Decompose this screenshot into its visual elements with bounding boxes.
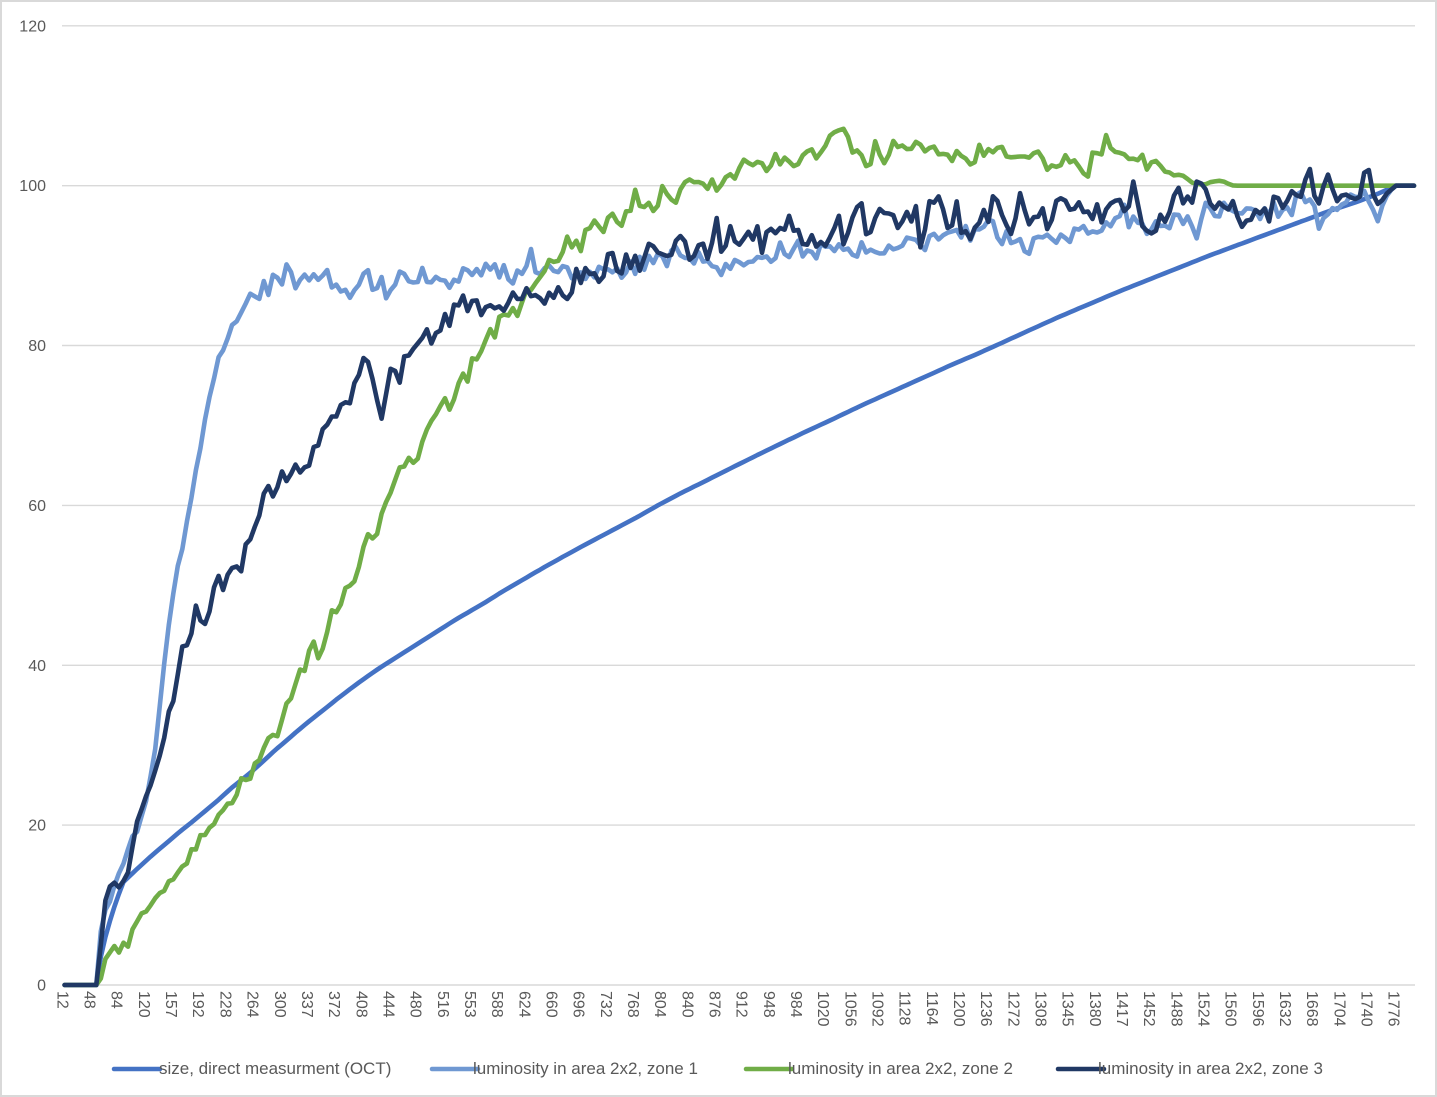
svg-text:12: 12 bbox=[53, 991, 70, 1009]
svg-text:84: 84 bbox=[108, 991, 125, 1009]
svg-text:1092: 1092 bbox=[869, 991, 886, 1027]
svg-text:luminosity in area 2x2, zone 3: luminosity in area 2x2, zone 3 bbox=[1098, 1059, 1323, 1078]
svg-text:1308: 1308 bbox=[1032, 991, 1049, 1027]
svg-text:337: 337 bbox=[298, 991, 315, 1018]
svg-text:372: 372 bbox=[325, 991, 342, 1018]
svg-text:1272: 1272 bbox=[1004, 991, 1021, 1027]
svg-text:1632: 1632 bbox=[1276, 991, 1293, 1027]
svg-text:444: 444 bbox=[379, 991, 396, 1018]
svg-text:228: 228 bbox=[216, 991, 233, 1018]
svg-text:luminosity in area 2x2, zone 2: luminosity in area 2x2, zone 2 bbox=[788, 1059, 1013, 1078]
svg-text:264: 264 bbox=[244, 991, 261, 1018]
svg-text:80: 80 bbox=[28, 338, 46, 355]
svg-text:408: 408 bbox=[352, 991, 369, 1018]
svg-text:624: 624 bbox=[515, 991, 532, 1018]
svg-text:984: 984 bbox=[787, 991, 804, 1018]
svg-text:192: 192 bbox=[189, 991, 206, 1018]
svg-text:1668: 1668 bbox=[1303, 991, 1320, 1027]
svg-text:553: 553 bbox=[461, 991, 478, 1018]
svg-text:1524: 1524 bbox=[1195, 991, 1212, 1027]
svg-text:120: 120 bbox=[135, 991, 152, 1018]
svg-text:size, direct measurment (OCT): size, direct measurment (OCT) bbox=[159, 1059, 391, 1078]
svg-text:516: 516 bbox=[434, 991, 451, 1018]
svg-text:157: 157 bbox=[162, 991, 179, 1018]
svg-text:1776: 1776 bbox=[1385, 991, 1402, 1027]
svg-text:588: 588 bbox=[488, 991, 505, 1018]
svg-text:1596: 1596 bbox=[1249, 991, 1266, 1027]
svg-text:1200: 1200 bbox=[950, 991, 967, 1027]
svg-text:100: 100 bbox=[19, 178, 46, 195]
svg-text:1128: 1128 bbox=[896, 991, 913, 1026]
svg-text:1236: 1236 bbox=[977, 991, 994, 1027]
svg-text:20: 20 bbox=[28, 818, 46, 835]
svg-text:840: 840 bbox=[678, 991, 695, 1018]
svg-text:40: 40 bbox=[28, 658, 46, 675]
svg-text:0: 0 bbox=[37, 978, 46, 995]
svg-text:1452: 1452 bbox=[1140, 991, 1157, 1027]
svg-text:732: 732 bbox=[597, 991, 614, 1018]
svg-text:1164: 1164 bbox=[923, 991, 940, 1026]
svg-text:48: 48 bbox=[81, 991, 98, 1009]
svg-text:696: 696 bbox=[570, 991, 587, 1018]
svg-text:948: 948 bbox=[760, 991, 777, 1018]
svg-text:60: 60 bbox=[28, 498, 46, 515]
svg-text:1380: 1380 bbox=[1086, 991, 1103, 1027]
svg-text:luminosity in area 2x2, zone 1: luminosity in area 2x2, zone 1 bbox=[473, 1059, 698, 1078]
svg-text:1020: 1020 bbox=[814, 991, 831, 1027]
svg-text:120: 120 bbox=[19, 18, 46, 35]
svg-text:912: 912 bbox=[733, 991, 750, 1018]
svg-text:300: 300 bbox=[271, 991, 288, 1018]
svg-text:1488: 1488 bbox=[1167, 991, 1184, 1027]
svg-text:480: 480 bbox=[407, 991, 424, 1018]
svg-text:1345: 1345 bbox=[1059, 991, 1076, 1027]
svg-text:1056: 1056 bbox=[841, 991, 858, 1027]
svg-text:1740: 1740 bbox=[1358, 991, 1375, 1027]
svg-text:1704: 1704 bbox=[1330, 991, 1347, 1027]
svg-text:804: 804 bbox=[651, 991, 668, 1018]
svg-text:768: 768 bbox=[624, 991, 641, 1018]
svg-text:1417: 1417 bbox=[1113, 991, 1130, 1027]
svg-text:660: 660 bbox=[543, 991, 560, 1018]
svg-text:876: 876 bbox=[706, 991, 723, 1018]
svg-text:1560: 1560 bbox=[1222, 991, 1239, 1027]
